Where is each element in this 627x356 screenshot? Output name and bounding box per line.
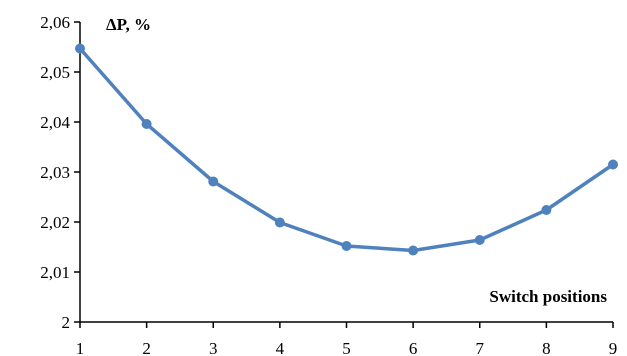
x-tick-label: 6 (409, 339, 418, 356)
data-point (75, 43, 85, 54)
data-point (341, 241, 352, 251)
y-tick-label: 2,05 (40, 63, 70, 82)
y-tick-label: 2,04 (40, 113, 70, 132)
x-tick-label: 7 (476, 339, 485, 356)
x-axis-title: Switch positions (489, 287, 607, 306)
y-tick-label: 2 (62, 313, 71, 332)
series-layer (75, 43, 618, 256)
x-axis-ticks: 1 2 3 4 5 6 7 8 9 (76, 322, 618, 356)
data-point (608, 159, 618, 170)
x-tick-label: 4 (276, 339, 285, 356)
y-axis-title: ΔP, % (106, 15, 151, 34)
x-tick-label: 9 (609, 339, 618, 356)
x-tick-label: 3 (209, 339, 218, 356)
x-tick-label: 2 (142, 339, 151, 356)
y-tick-label: 2,06 (40, 13, 70, 32)
data-point (208, 176, 219, 187)
data-point (408, 245, 419, 256)
x-tick-label: 1 (76, 339, 85, 356)
x-tick-label: 8 (542, 339, 551, 356)
data-point (541, 205, 552, 215)
data-point (274, 217, 285, 228)
y-tick-label: 2,03 (40, 163, 70, 182)
data-point (141, 119, 152, 129)
y-tick-label: 2,01 (40, 263, 70, 282)
x-tick-label: 5 (342, 339, 351, 356)
y-tick-label: 2,02 (40, 213, 70, 232)
data-point (474, 235, 485, 245)
y-axis-ticks: 2 2,01 2,02 2,03 2,04 2,05 2,06 (40, 13, 80, 332)
series-line (78, 46, 615, 253)
